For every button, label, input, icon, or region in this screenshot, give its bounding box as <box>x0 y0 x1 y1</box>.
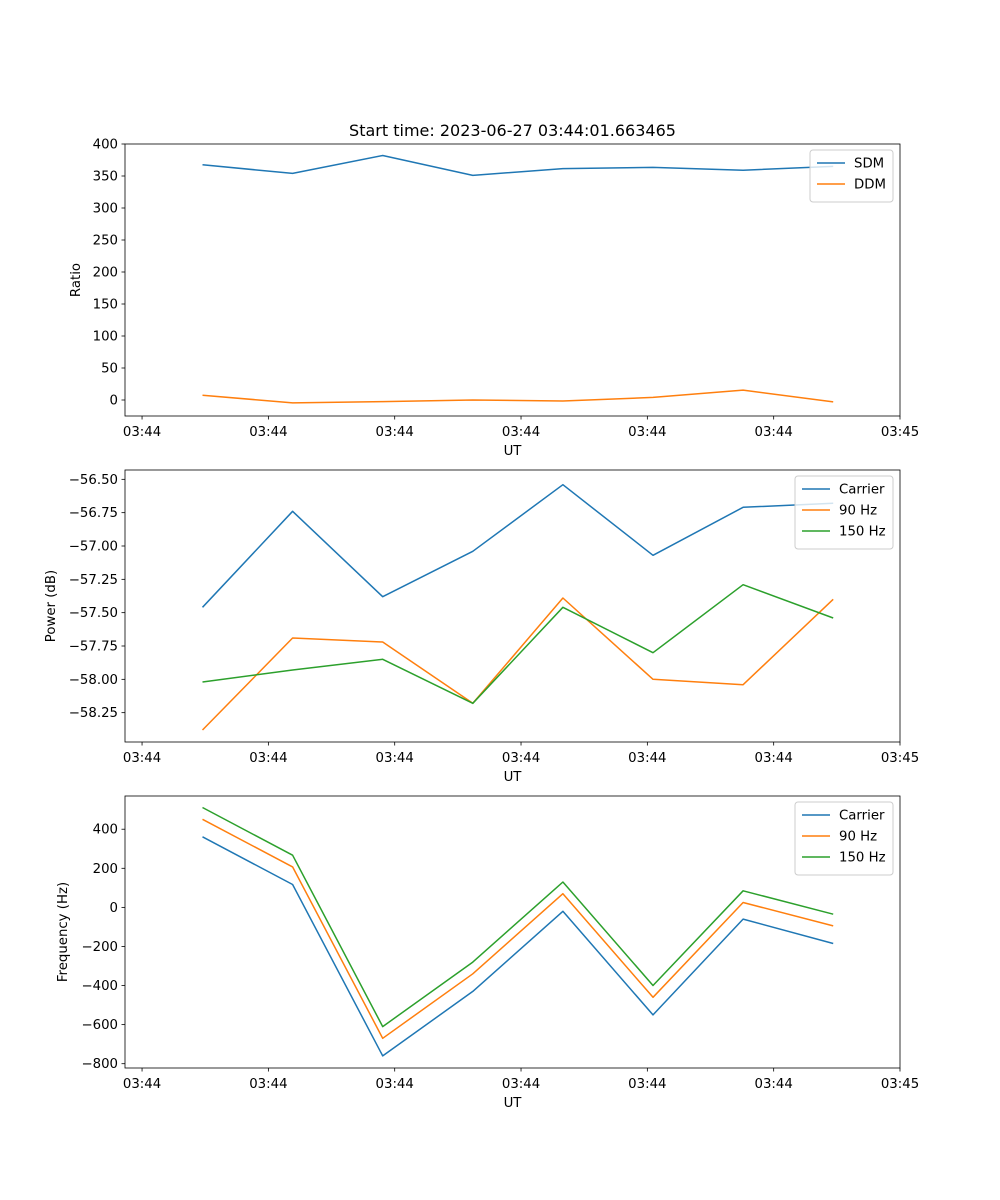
y-tick-label: −600 <box>81 1018 118 1033</box>
series-line-90-hz <box>202 818 834 1040</box>
x-tick-label: 03:44 <box>123 1077 161 1092</box>
x-tick-label: 03:44 <box>376 751 414 766</box>
y-axis-label: Ratio <box>69 263 84 297</box>
x-tick-label: 03:44 <box>376 425 414 440</box>
x-tick-label: 03:44 <box>628 425 666 440</box>
y-tick-label: 0 <box>110 901 118 916</box>
x-tick-label: 03:45 <box>881 1077 919 1092</box>
subplot-1: 0 50 100 150 200 250 300 350 400 03:44 03:44 03:44 0… <box>69 138 919 460</box>
y-tick-label: 200 <box>93 266 118 281</box>
y-tick-label: −800 <box>81 1057 118 1072</box>
series-line-90-hz <box>201 597 834 731</box>
y-tick-label: −57.75 <box>69 640 118 655</box>
x-tick-label: 03:44 <box>123 751 161 766</box>
x-tick-label: 03:44 <box>502 425 540 440</box>
y-tick-label: 0 <box>110 394 118 409</box>
subplot-2: −58.25 −58.00 −57.75 −57.50 −57.25 −57.00 −56.… <box>44 469 919 785</box>
y-tick-label: 100 <box>93 330 118 345</box>
axes-frame <box>124 143 901 417</box>
y-tick-label: 150 <box>93 298 118 313</box>
legend: SDM DDM <box>809 149 894 203</box>
x-tick-label: 03:44 <box>628 751 666 766</box>
y-tick-label: 250 <box>93 234 118 249</box>
x-tick-label: 03:44 <box>502 1077 540 1092</box>
x-tick-label: 03:44 <box>249 425 287 440</box>
y-tick-label: 350 <box>93 170 118 185</box>
y-tick-label: 400 <box>93 138 118 153</box>
y-tick-label: −58.25 <box>69 706 118 721</box>
y-tick-label: −56.50 <box>69 473 118 488</box>
subplot-3: −800 −600 −400 −200 0 200 400 03:44 03:44 03:44 03… <box>56 795 919 1111</box>
x-tick-label: 03:44 <box>755 425 793 440</box>
x-axis-label: UT <box>504 444 523 459</box>
x-tick-label: 03:44 <box>249 1077 287 1092</box>
y-tick-label: −57.00 <box>69 540 118 555</box>
series-line-ddm <box>202 389 834 404</box>
x-tick-label: 03:44 <box>376 1077 414 1092</box>
y-tick-label: 400 <box>93 823 118 838</box>
y-axis-label: Frequency (Hz) <box>56 882 71 982</box>
legend-entry: DDM <box>854 178 886 193</box>
legend-entry: 90 Hz <box>839 830 877 845</box>
series-line-150-hz <box>202 583 834 705</box>
y-tick-label: −200 <box>81 940 118 955</box>
y-tick-label: 300 <box>93 202 118 217</box>
chart-title: Start time: 2023-06-27 03:44:01.663465 <box>349 121 676 140</box>
legend-entry: 150 Hz <box>839 851 886 866</box>
y-tick-label: −57.50 <box>69 606 118 621</box>
x-tick-label: 03:44 <box>755 751 793 766</box>
x-tick-label: 03:44 <box>249 751 287 766</box>
y-axis-label: Power (dB) <box>44 570 59 642</box>
y-tick-label: 200 <box>93 862 118 877</box>
x-axis-label: UT <box>504 1096 523 1111</box>
y-tick-label: −57.25 <box>69 573 118 588</box>
y-tick-label: −400 <box>81 979 118 994</box>
y-tick-label: −56.75 <box>69 506 118 521</box>
legend-entry: Carrier <box>839 483 885 498</box>
x-tick-label: 03:44 <box>755 1077 793 1092</box>
axes-frame <box>124 469 901 743</box>
x-axis-label: UT <box>504 770 523 785</box>
legend-entry: SDM <box>854 157 884 172</box>
series-line-sdm <box>202 154 834 177</box>
legend-entry: Carrier <box>839 809 885 824</box>
legend: Carrier 90 Hz 150 Hz <box>794 801 894 876</box>
axes-frame <box>124 795 901 1069</box>
subplots: 0 50 100 150 200 250 300 350 400 03:44 03:44 03:44 0… <box>44 138 919 1112</box>
series-line-carrier <box>201 483 834 608</box>
x-tick-label: 03:45 <box>881 425 919 440</box>
x-tick-label: 03:44 <box>123 425 161 440</box>
x-tick-label: 03:44 <box>502 751 540 766</box>
x-tick-label: 03:45 <box>881 751 919 766</box>
y-tick-label: −58.00 <box>69 673 118 688</box>
legend-entry: 150 Hz <box>839 525 886 540</box>
legend: Carrier 90 Hz 150 Hz <box>794 475 894 550</box>
series-line-carrier <box>202 836 834 1057</box>
x-tick-label: 03:44 <box>628 1077 666 1092</box>
y-tick-label: 50 <box>101 362 118 377</box>
legend-entry: 90 Hz <box>839 504 877 519</box>
series-line-150-hz <box>202 806 834 1028</box>
